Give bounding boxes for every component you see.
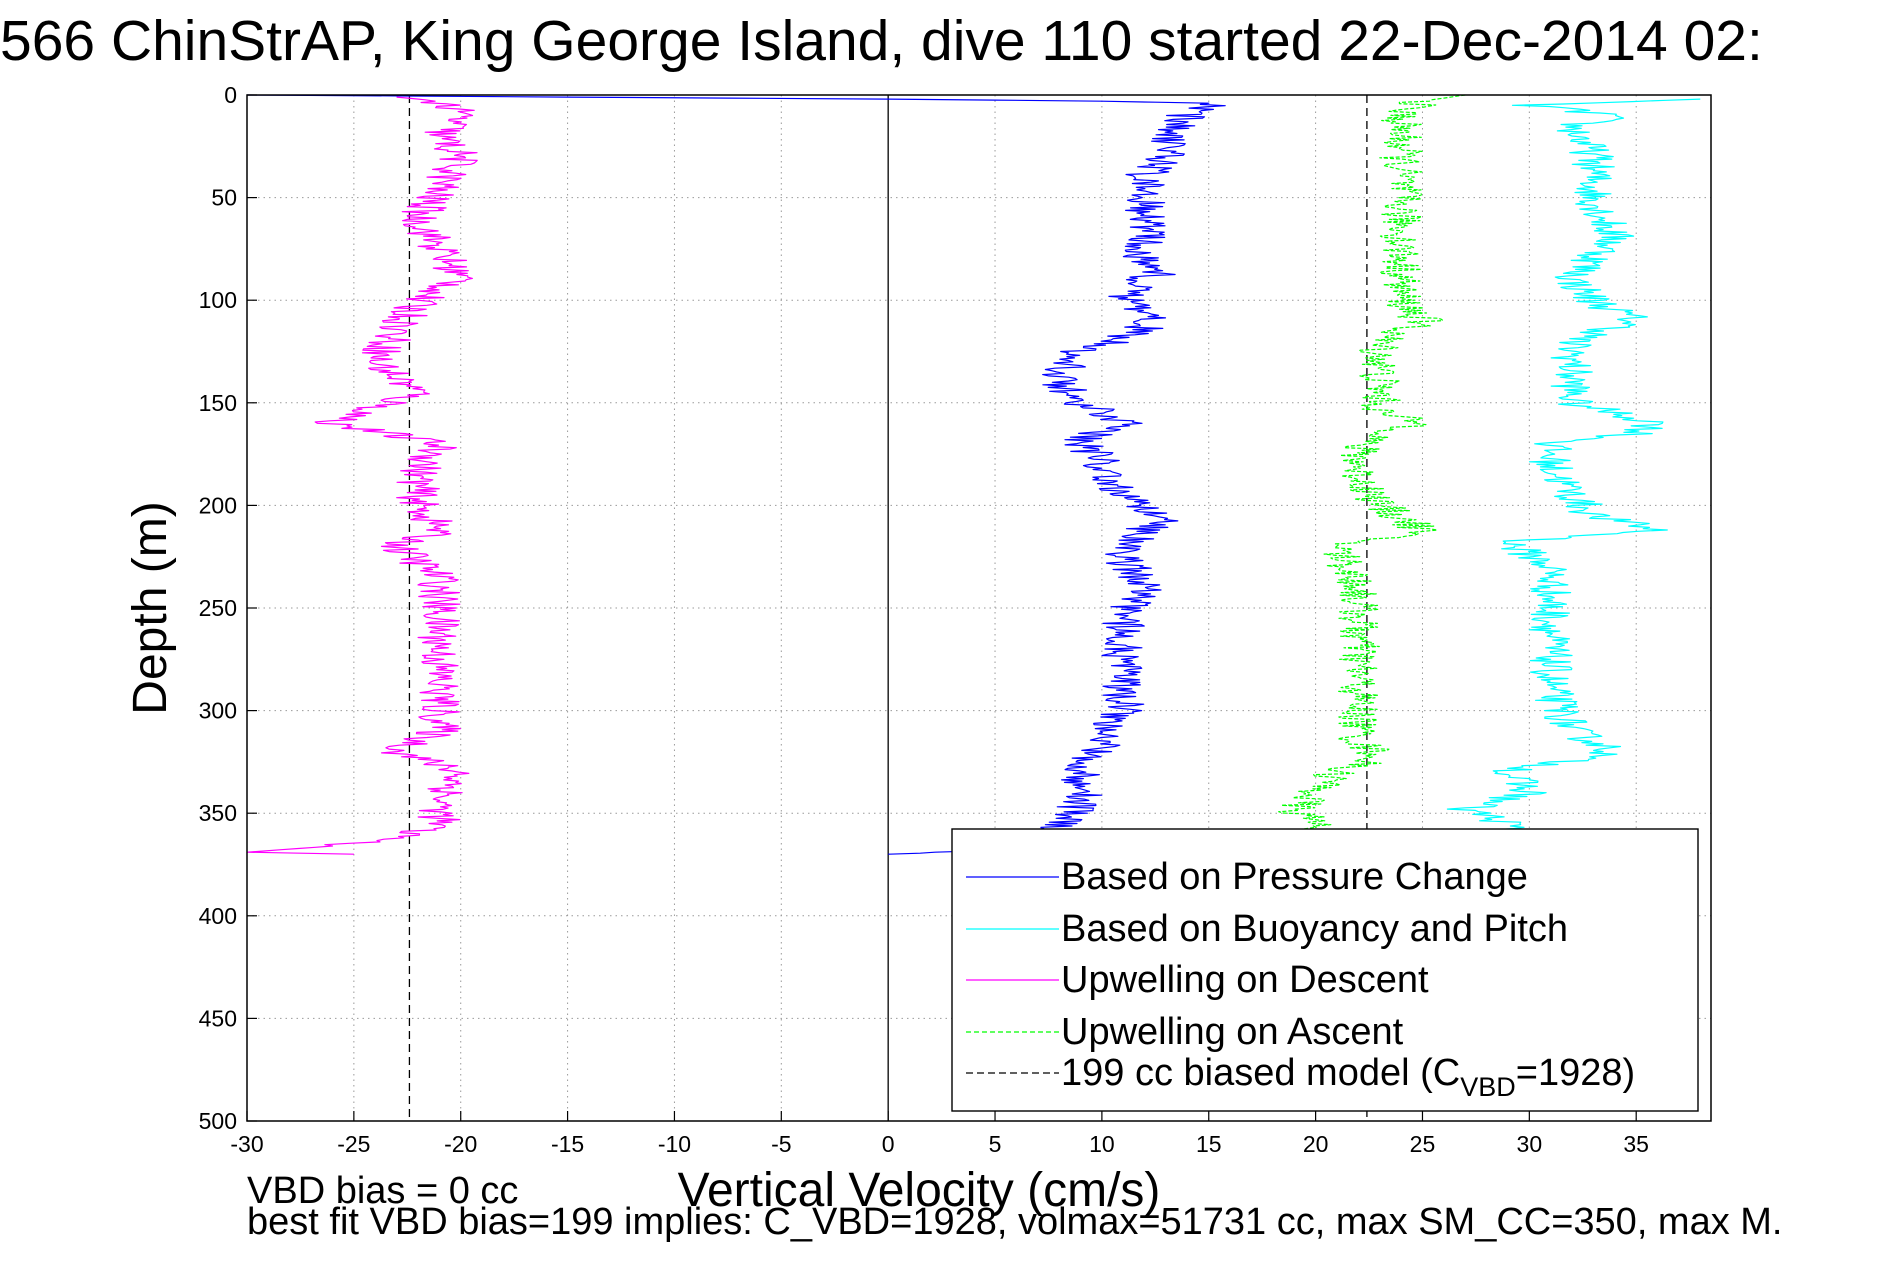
y-tick-label: 300 bbox=[199, 698, 237, 724]
x-tick-label: -20 bbox=[444, 1131, 477, 1157]
x-tick-label: 10 bbox=[1089, 1131, 1115, 1157]
y-tick-label: 500 bbox=[199, 1108, 237, 1134]
x-tick-label: -30 bbox=[230, 1131, 263, 1157]
x-tick-label: 30 bbox=[1517, 1131, 1543, 1157]
legend-label-0: Based on Pressure Change bbox=[1061, 856, 1528, 898]
series-line-0 bbox=[246, 94, 1226, 855]
x-tick-label: -10 bbox=[658, 1131, 691, 1157]
x-tick-label: 20 bbox=[1303, 1131, 1329, 1157]
x-tick-label: -25 bbox=[337, 1131, 370, 1157]
x-tick-label: 5 bbox=[989, 1131, 1002, 1157]
x-tick-label: 15 bbox=[1196, 1131, 1222, 1157]
legend: Based on Pressure Change Based on Buoyanc… bbox=[951, 828, 1699, 1112]
legend-label-2: Upwelling on Descent bbox=[1061, 959, 1429, 1001]
x-axis-label: Vertical Velocity (cm/s) bbox=[678, 1164, 1161, 1217]
y-tick-label: 350 bbox=[199, 800, 237, 826]
y-tick-label: 250 bbox=[199, 595, 237, 621]
y-tick-label: 200 bbox=[199, 492, 237, 518]
tick-labels: -30 -25 -20 -15 -10 -5 0 5 10 15 20 25 30 35050100150… bbox=[199, 82, 1649, 1157]
series-layer bbox=[246, 94, 1701, 855]
legend-box bbox=[951, 828, 1699, 1112]
y-tick-label: 450 bbox=[199, 1005, 237, 1031]
chart-title: 566 ChinStrAP, King George Island, dive … bbox=[0, 9, 1763, 73]
legend-label-3: Upwelling on Ascent bbox=[1061, 1011, 1404, 1053]
series-line-2 bbox=[246, 96, 478, 855]
y-tick-label: 150 bbox=[199, 390, 237, 416]
y-tick-label: 400 bbox=[199, 903, 237, 929]
series-line-1 bbox=[1446, 98, 1701, 834]
y-tick-label: 50 bbox=[211, 185, 237, 211]
x-tick-label: 35 bbox=[1623, 1131, 1649, 1157]
legend-label-1: Based on Buoyancy and Pitch bbox=[1061, 908, 1568, 950]
footer-line-1: VBD bias = 0 cc bbox=[247, 1170, 519, 1212]
x-tick-label: -15 bbox=[551, 1131, 584, 1157]
footer-line-2: best fit VBD bias=199 implies: C_VBD=192… bbox=[247, 1201, 1783, 1243]
x-tick-label: -5 bbox=[771, 1131, 791, 1157]
y-tick-label: 0 bbox=[224, 82, 237, 108]
y-axis-label: Depth (m) bbox=[124, 501, 177, 714]
series-line-3 bbox=[1278, 94, 1466, 835]
x-tick-label: 25 bbox=[1410, 1131, 1436, 1157]
x-tick-label: 0 bbox=[882, 1131, 895, 1157]
legend-label-4: 199 cc biased model (CVBD=1928) bbox=[1061, 1052, 1635, 1102]
y-tick-label: 100 bbox=[199, 287, 237, 313]
